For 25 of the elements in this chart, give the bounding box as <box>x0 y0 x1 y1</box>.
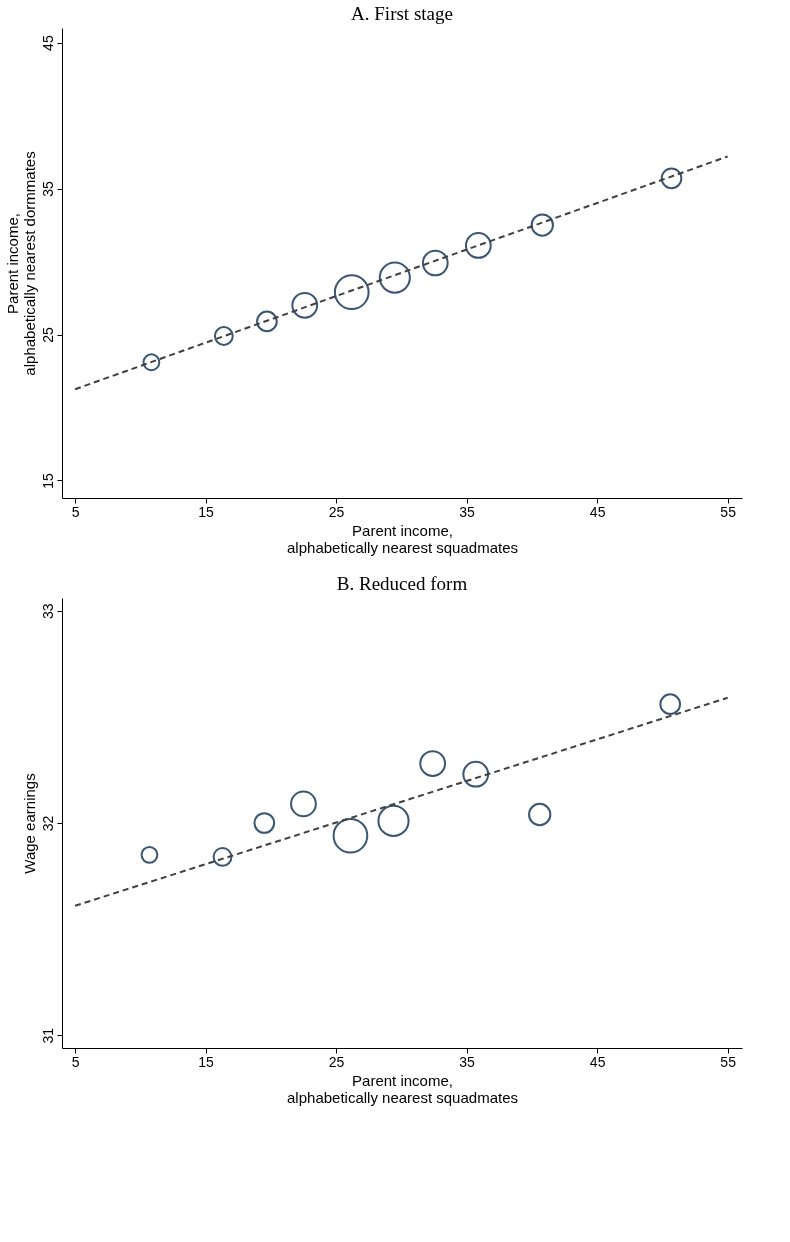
y-axis-title: Parent income, alphabetically nearest dormmates <box>3 151 38 376</box>
y-tick-label: 33 <box>39 603 56 620</box>
y-tick-label: 15 <box>39 472 56 489</box>
y-tick-label: 25 <box>39 327 56 343</box>
y-tick-label: 32 <box>39 815 56 832</box>
x-tick-label: 15 <box>198 1053 215 1070</box>
x-tick-label: 55 <box>720 503 737 520</box>
x-tick-label: 35 <box>459 1053 476 1070</box>
y-tick-label: 45 <box>39 35 56 51</box>
x-tick-label: 5 <box>71 1053 80 1070</box>
x-axis-title: Parent income, alphabetically nearest squadmates <box>287 1071 518 1106</box>
chart-title: B. Reduced form <box>336 573 468 594</box>
y-tick-label: 35 <box>39 181 56 197</box>
x-tick-label: 5 <box>71 503 80 520</box>
x-tick-label: 25 <box>328 1053 345 1070</box>
chart-title: A. First stage <box>351 3 453 24</box>
x-axis-title: Parent income, alphabetically nearest squadmates <box>287 521 518 556</box>
x-tick-label: 25 <box>328 503 345 520</box>
x-tick-label: 35 <box>459 503 476 520</box>
y-axis-title: Wage earnings <box>20 773 38 874</box>
x-tick-label: 55 <box>720 1053 737 1070</box>
x-tick-label: 45 <box>589 1053 606 1070</box>
x-tick-label: 15 <box>198 503 215 520</box>
y-tick-label: 31 <box>39 1027 56 1044</box>
x-tick-label: 45 <box>589 503 606 520</box>
